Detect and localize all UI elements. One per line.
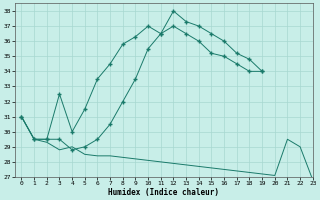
X-axis label: Humidex (Indice chaleur): Humidex (Indice chaleur) xyxy=(108,188,220,197)
